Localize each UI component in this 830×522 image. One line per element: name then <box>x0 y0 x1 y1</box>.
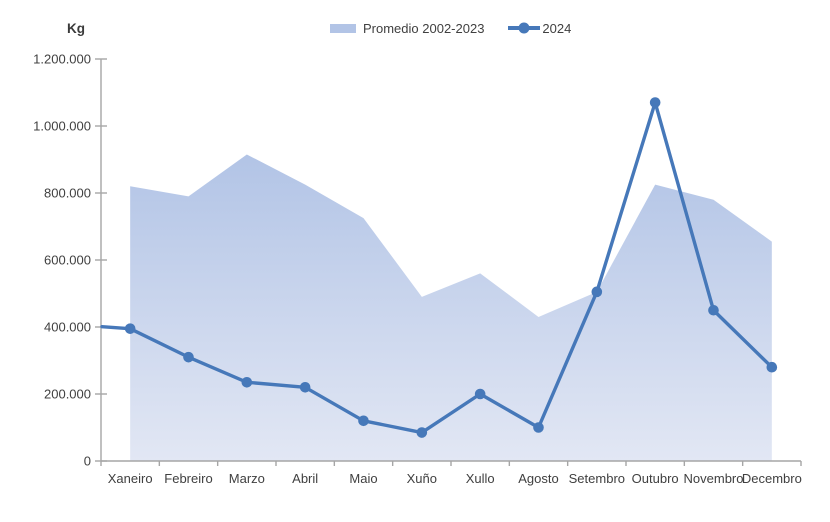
data-point-2024 <box>241 376 253 388</box>
data-point-2024 <box>358 415 369 427</box>
y-axis-tick-label: 0 <box>84 454 91 469</box>
y-axis-tick-label: 600.000 <box>44 253 91 268</box>
x-axis-category-label: Novembro <box>684 471 744 486</box>
x-axis-category-label: Outubro <box>632 471 679 486</box>
x-axis-category-label: Setembro <box>569 471 625 486</box>
y-axis-tick-label: 1.200.000 <box>33 52 91 67</box>
y-axis-tick-label: 800.000 <box>44 186 91 201</box>
promedio-legend-label: Promedio 2002-2023 <box>363 20 485 36</box>
x-axis-category-label: Febreiro <box>164 471 212 486</box>
data-point-2024 <box>533 422 544 433</box>
data-point-2024 <box>299 382 311 393</box>
data-point-2024 <box>474 388 486 400</box>
x-axis-category-label: Maio <box>349 471 377 486</box>
legend-dot-icon <box>518 22 530 34</box>
data-point-2024 <box>416 427 428 438</box>
promedio-legend-swatch-icon <box>330 23 356 33</box>
data-point-2024 <box>766 361 778 373</box>
y-axis-unit-label: Kg <box>67 21 85 36</box>
x-axis-category-label: Xaneiro <box>108 471 153 486</box>
y-axis-tick-label: 1.000.000 <box>33 119 91 134</box>
data-point-2024 <box>708 304 719 316</box>
chart-legend: Promedio 2002-2023 2024 <box>330 20 571 36</box>
x-axis-category-label: Abril <box>292 471 318 486</box>
y-axis-tick-label: 400.000 <box>44 320 91 335</box>
x-axis-category-label: Xullo <box>466 471 495 486</box>
data-point-2024 <box>591 286 603 298</box>
line-2024-legend-marker-icon <box>508 22 541 34</box>
x-axis-category-label: Agosto <box>518 471 558 486</box>
line-2024-legend-label: 2024 <box>542 20 572 36</box>
x-axis-category-label: Xuño <box>407 471 437 486</box>
data-point-2024 <box>124 323 136 334</box>
x-axis-category-label: Decembro <box>742 471 802 486</box>
data-point-2024 <box>183 351 194 363</box>
y-axis-tick-label: 200.000 <box>44 387 91 402</box>
data-point-2024 <box>649 97 661 108</box>
x-axis-category-label: Marzo <box>229 471 265 486</box>
